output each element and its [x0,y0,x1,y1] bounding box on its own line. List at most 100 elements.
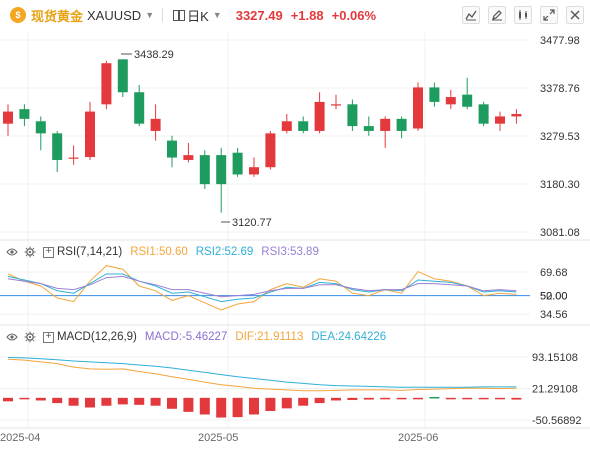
macd-bar[interactable] [413,397,423,400]
macd-series[interactable] [7,357,517,392]
macd-bar[interactable] [380,397,391,400]
candle-body[interactable] [413,87,423,129]
macd-bar[interactable] [183,397,194,412]
symbol-code[interactable]: XAUUSD [87,7,142,23]
macd-bar[interactable] [429,396,440,399]
period-selector[interactable]: 日K [187,8,209,24]
candle-body[interactable] [101,63,112,105]
macd-bar[interactable] [232,397,243,418]
candle-body[interactable] [167,140,177,158]
candle-body[interactable] [249,167,259,175]
macd-bar[interactable] [216,397,227,418]
macd-bar[interactable] [85,397,95,408]
candle-body[interactable] [19,109,30,119]
candle-body[interactable] [281,121,292,131]
date-axis: 2025-04 2025-05 2025-06 [0,432,438,444]
macd-bar[interactable] [445,397,456,400]
rsi3-line[interactable] [7,275,517,298]
gear-icon[interactable] [24,246,36,258]
candle-body[interactable] [478,104,489,124]
macd-label: MACD(12,26,9) [57,331,137,343]
candlestick-icon[interactable] [173,9,186,21]
macd-bar[interactable] [134,397,145,405]
draw-tool-icon[interactable] [462,6,480,24]
collapse-box-icon[interactable]: + [43,331,54,343]
candle-body[interactable] [314,101,325,131]
macd-bar[interactable] [462,397,473,400]
candle-body[interactable] [265,133,276,168]
candle-body[interactable] [199,155,210,185]
macd-bar[interactable] [167,397,177,409]
macd-bar[interactable] [511,397,522,400]
rsi-header: + RSI(7,14,21) RSI1:50.60 RSI2:52.69 RSI… [0,244,319,260]
candle-body[interactable] [363,126,374,131]
candle-body[interactable] [35,121,46,134]
macd-bar[interactable] [101,397,112,406]
candle-body[interactable] [445,97,456,105]
macd-tick-label: 21.29108 [532,384,578,396]
macd-bar[interactable] [249,397,259,415]
macd-bar[interactable] [35,397,46,401]
macd-bar[interactable] [3,397,13,402]
macd-bar[interactable] [265,397,276,411]
macd-bar[interactable] [52,397,63,404]
candle-body[interactable] [347,104,358,127]
edit-icon[interactable] [488,6,506,24]
macd-histogram[interactable] [3,396,522,418]
macd-bar[interactable] [331,397,341,401]
candle-body[interactable] [429,87,440,102]
candle-body[interactable] [462,94,473,107]
eye-icon[interactable] [6,246,18,258]
candle-body[interactable] [380,118,391,131]
macd-bar[interactable] [478,397,489,400]
candle-body[interactable] [216,155,227,185]
macd-bar[interactable] [199,397,210,415]
rsi-series[interactable] [7,265,517,311]
candle-body[interactable] [331,104,341,106]
candle-body[interactable] [134,92,145,124]
symbol-name[interactable]: 现货黄金 [31,8,84,24]
chevron-down-icon[interactable]: ▼ [212,10,222,20]
rsi2-line[interactable] [7,273,517,303]
candle-body[interactable] [68,157,79,159]
macd-bar[interactable] [298,397,309,406]
candlestick-series[interactable] [3,59,522,213]
candle-body[interactable] [396,118,407,131]
candle-body[interactable] [183,155,194,160]
macd-bar[interactable] [363,397,374,400]
candle-body[interactable] [511,114,522,117]
rsi-tick-label: 52.00 [540,291,568,303]
candle-body[interactable] [117,59,128,93]
macd-bar[interactable] [19,397,30,400]
chevron-down-icon[interactable]: ▼ [145,10,155,20]
candle-body[interactable] [232,152,243,175]
candle-body[interactable] [150,118,161,131]
macd-bar[interactable] [150,397,161,406]
main-grid [0,32,530,428]
macd-bar[interactable] [281,397,292,409]
date-tick-label: 2025-06 [398,432,438,444]
dif-line[interactable] [7,358,517,392]
symbol-toolbar: $ 现货黄金 XAUUSD ▼ 日K ▼ 3327.49 +1.88 +0.06… [0,0,590,30]
candle-body[interactable] [85,111,95,158]
macd-bar[interactable] [117,397,128,405]
rsi1-line[interactable] [7,265,517,311]
macd-bar[interactable] [347,397,358,401]
close-icon[interactable] [566,6,584,24]
macd-bar[interactable] [495,397,505,400]
candle-body[interactable] [52,133,63,160]
collapse-box-icon[interactable]: + [43,246,54,258]
macd-bar[interactable] [396,397,407,400]
macd-bar[interactable] [68,397,79,406]
candle-body[interactable] [3,111,13,124]
dea-line[interactable] [7,357,517,388]
expand-icon[interactable] [540,6,558,24]
indicator-icon[interactable] [514,6,532,24]
candle-body[interactable] [495,116,505,124]
macd-bar[interactable] [314,397,325,404]
gear-icon[interactable] [24,331,36,343]
candle-body[interactable] [298,121,309,131]
eye-icon[interactable] [6,331,18,343]
